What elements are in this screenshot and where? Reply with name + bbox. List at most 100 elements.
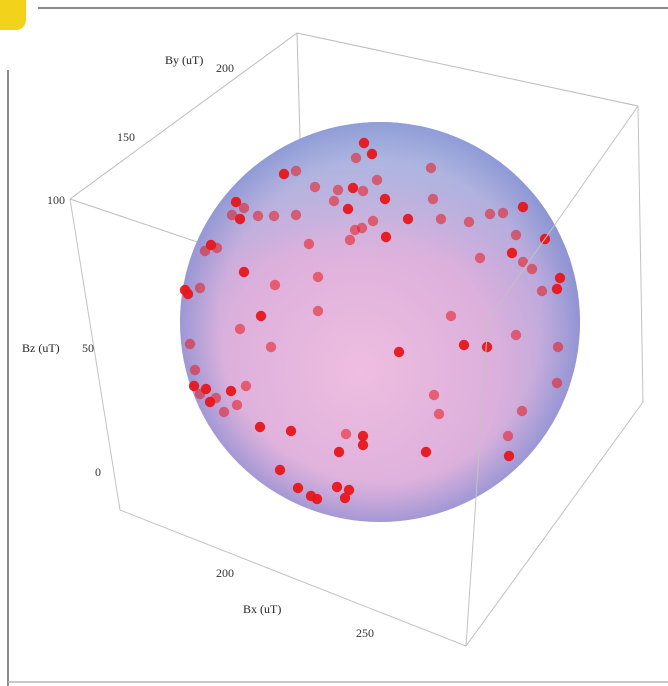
data-point	[458, 339, 470, 351]
data-point	[517, 201, 529, 213]
z-tick-label: 0	[95, 465, 101, 479]
data-point	[290, 209, 302, 221]
data-point	[536, 285, 548, 297]
data-point	[292, 482, 304, 494]
x-tick-label: 200	[216, 566, 234, 580]
data-point	[344, 234, 356, 246]
data-point	[433, 408, 445, 420]
data-point	[463, 216, 475, 228]
data-point	[268, 210, 280, 222]
data-point	[303, 238, 315, 250]
sphere-edge-shade	[180, 122, 580, 522]
x-tick-label: 250	[356, 626, 374, 640]
data-point	[517, 256, 529, 268]
data-point	[194, 282, 206, 294]
box-edge	[119, 509, 467, 647]
panel-badge	[0, 0, 26, 30]
data-point	[339, 492, 351, 504]
data-point	[526, 263, 538, 275]
box-edge	[69, 32, 298, 200]
data-point	[274, 464, 286, 476]
y-tick-label: 200	[216, 61, 234, 75]
data-point	[510, 229, 522, 241]
data-point	[502, 430, 514, 442]
data-point	[199, 245, 211, 257]
data-point	[285, 425, 297, 437]
data-point	[554, 272, 566, 284]
z-tick-label: 50	[82, 341, 94, 355]
data-point	[420, 446, 432, 458]
data-point	[357, 185, 369, 197]
box-front-edges	[69, 105, 644, 647]
data-point	[226, 209, 238, 221]
data-point	[380, 231, 392, 243]
data-point	[328, 195, 340, 207]
data-point	[481, 341, 493, 353]
data-point	[427, 193, 439, 205]
data-point	[393, 346, 405, 358]
data-point	[290, 165, 302, 177]
data-point	[402, 213, 414, 225]
data-point	[234, 323, 246, 335]
data-point	[238, 202, 250, 214]
data-point	[311, 493, 323, 505]
data-point	[484, 208, 496, 220]
data-point	[435, 213, 447, 225]
data-point	[371, 174, 383, 186]
data-point	[497, 207, 509, 219]
data-point	[552, 341, 564, 353]
data-point	[332, 184, 344, 196]
data-point	[234, 213, 246, 225]
data-point	[358, 137, 370, 149]
data-point	[331, 481, 343, 493]
data-point	[506, 247, 518, 259]
box-edge	[637, 105, 644, 403]
data-point	[312, 271, 324, 283]
data-point	[516, 405, 528, 417]
data-point	[379, 193, 391, 205]
data-point	[367, 215, 379, 227]
data-point	[188, 380, 200, 392]
box-edge	[465, 319, 489, 647]
data-point	[425, 162, 437, 174]
data-point	[343, 484, 355, 496]
data-point	[309, 181, 321, 193]
data-point	[255, 310, 267, 322]
data-point	[474, 252, 486, 264]
box-edge	[465, 401, 644, 647]
data-point	[503, 450, 515, 462]
data-point	[356, 222, 368, 234]
data-points	[179, 137, 566, 505]
data-point	[194, 388, 206, 400]
data-point	[252, 210, 264, 222]
fitted-sphere	[180, 122, 580, 522]
data-point	[428, 389, 440, 401]
data-point	[225, 385, 237, 397]
data-point	[189, 364, 201, 376]
data-point	[182, 288, 194, 300]
x-axis-label: Bx (uT)	[243, 602, 281, 616]
data-point	[551, 283, 563, 295]
data-point	[278, 168, 290, 180]
data-point	[551, 377, 563, 389]
data-point	[312, 305, 324, 317]
data-point	[357, 439, 369, 451]
data-point	[350, 152, 362, 164]
data-point	[211, 242, 223, 254]
data-point	[230, 196, 242, 208]
data-point	[204, 396, 216, 408]
data-point	[184, 338, 196, 350]
data-point	[445, 310, 457, 322]
data-point	[254, 421, 266, 433]
data-point	[340, 428, 352, 440]
box-edge	[69, 198, 121, 511]
y-axis-label: By (uT)	[165, 53, 203, 67]
data-point	[347, 182, 359, 194]
y-tick-label: 150	[117, 130, 135, 144]
data-point	[238, 266, 250, 278]
data-point	[333, 446, 345, 458]
z-axis-label: Bz (uT)	[22, 341, 60, 355]
data-point	[357, 430, 369, 442]
